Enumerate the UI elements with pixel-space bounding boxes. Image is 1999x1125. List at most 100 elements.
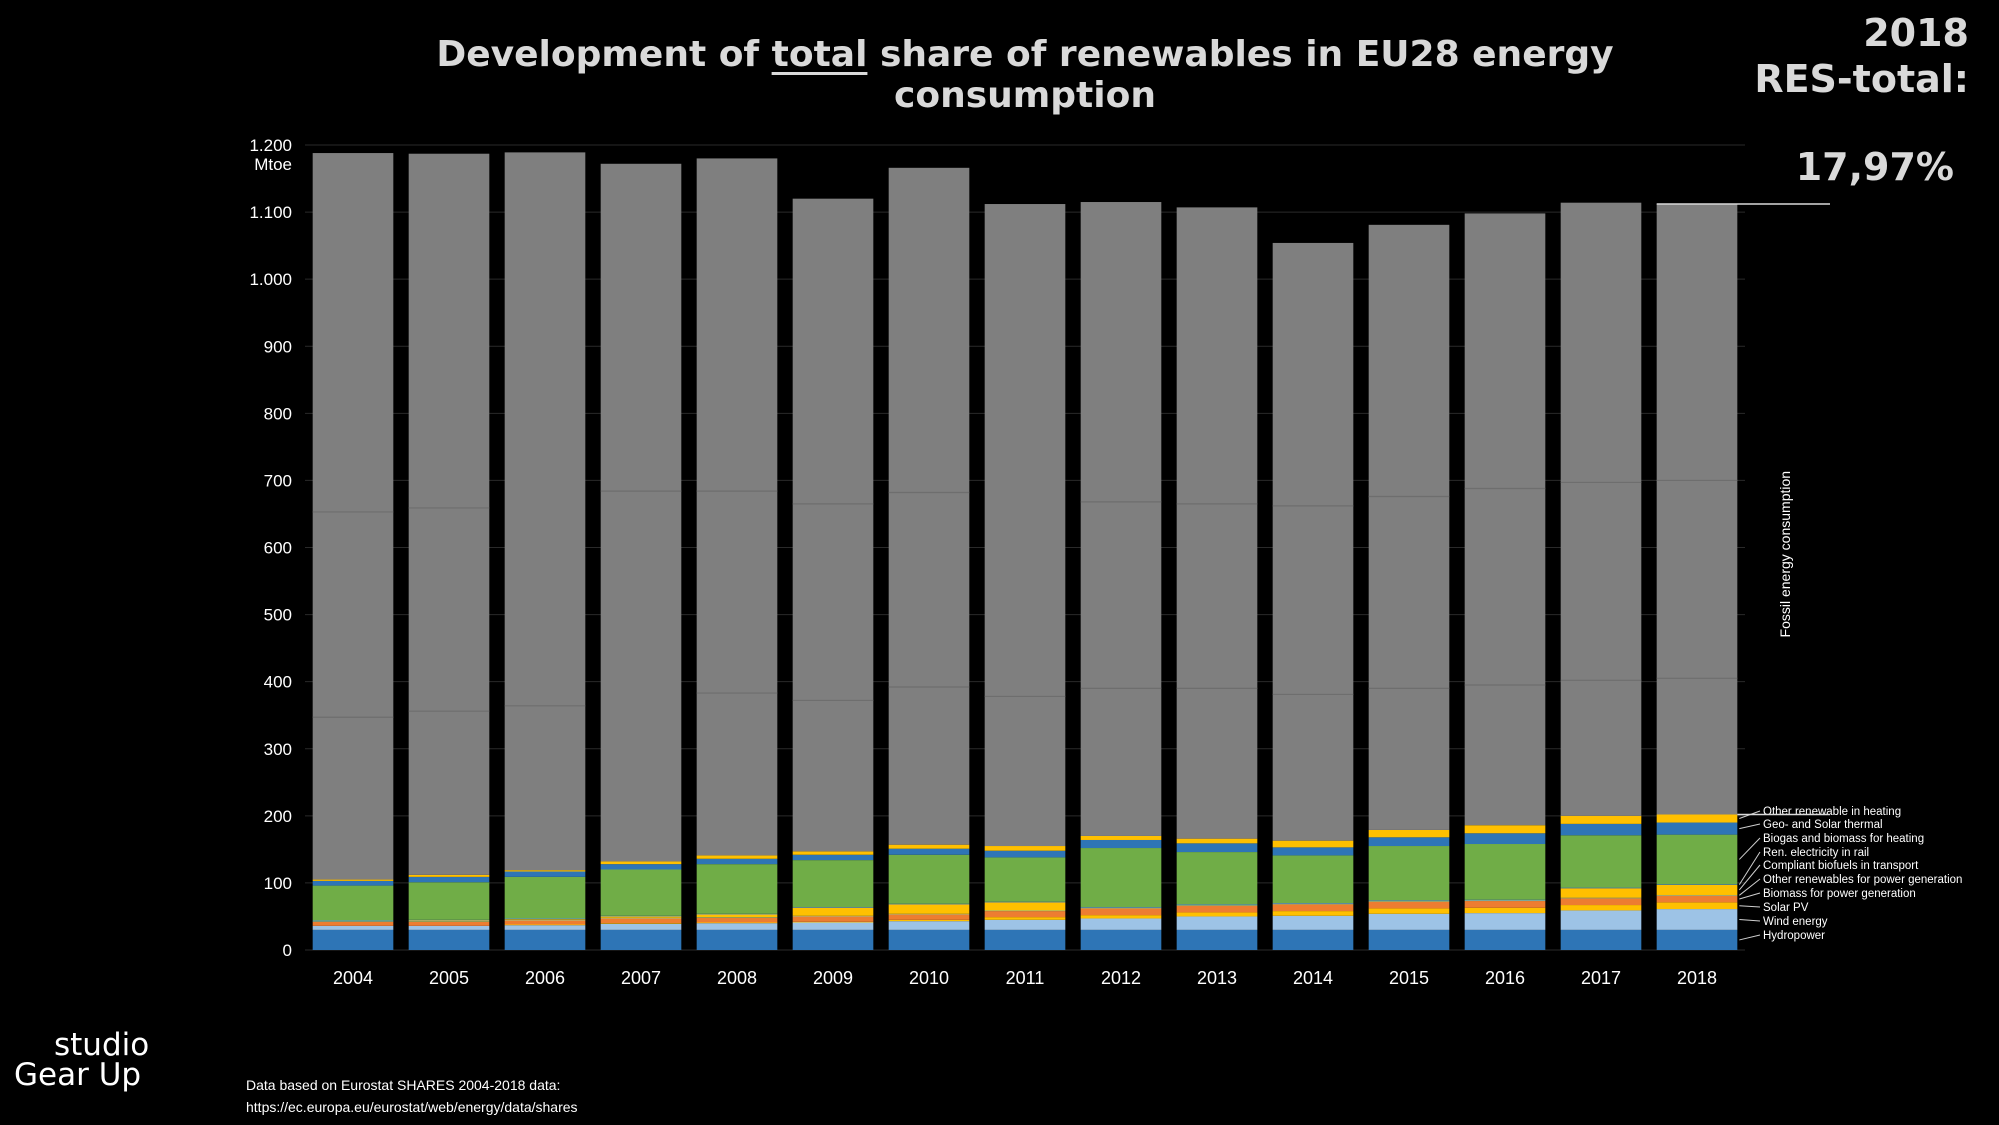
bar-segment — [1272, 242, 1354, 841]
bar-segment — [1176, 929, 1258, 950]
bar-segment — [888, 854, 970, 904]
bar-segment — [696, 855, 778, 859]
bar-segment — [1080, 915, 1162, 919]
bar-segment — [1272, 847, 1354, 856]
bar-segment — [1176, 905, 1258, 906]
bar-segment — [1368, 913, 1450, 930]
y-tick-label: 200 — [264, 807, 292, 826]
y-tick-label: 600 — [264, 539, 292, 558]
bar-segment — [600, 163, 682, 862]
y-tick-label: 1.000 — [249, 270, 292, 289]
bar-segment — [792, 851, 874, 855]
legend-leader-line — [1738, 864, 1761, 891]
bar-segment — [1272, 903, 1354, 905]
y-tick-label: 0 — [283, 941, 292, 960]
bar-segment — [792, 860, 874, 908]
y-tick-label: 900 — [264, 337, 292, 356]
y-axis: 0 100 200 300 400 500 600 700 800 900 1.000 1.100 1.… — [249, 136, 292, 960]
legend-leader-line — [1738, 851, 1761, 885]
bar-segment — [1560, 910, 1642, 930]
bar-segment — [600, 869, 682, 916]
legend-label: Biogas and biomass for heating — [1763, 833, 1924, 845]
bar-segment — [984, 846, 1066, 851]
bar-segment — [1464, 833, 1546, 845]
bar-segment — [1464, 913, 1546, 930]
bar-segment — [888, 919, 970, 922]
bar-segment — [1656, 894, 1738, 896]
brand-line1: studio — [54, 1027, 150, 1063]
legend-label: Hydropower — [1763, 930, 1825, 942]
bar-segment — [312, 921, 394, 926]
bar-segment — [696, 858, 778, 865]
bar-segment — [792, 929, 874, 950]
bar-segment — [1656, 884, 1738, 885]
bar-segment — [888, 921, 970, 930]
res-total-heading: 2018 RES-total: — [1754, 10, 1969, 102]
bar-segment — [312, 929, 394, 950]
bar-segment — [1272, 911, 1354, 916]
bar-segment — [1176, 904, 1258, 906]
bar-segment — [600, 915, 682, 917]
bar-segment — [696, 917, 778, 923]
y-tick-label: 700 — [264, 471, 292, 490]
bar-segment — [312, 885, 394, 921]
bar-segment — [696, 929, 778, 950]
bar-segment — [504, 919, 586, 920]
bar-segment — [792, 922, 874, 930]
bar-segment — [1560, 202, 1642, 816]
bar-segment — [696, 158, 778, 856]
bar-segment — [1272, 840, 1354, 848]
bar-segment — [888, 167, 970, 845]
bar-segment — [1368, 929, 1450, 950]
bar-segment — [1464, 825, 1546, 834]
legend-label: Solar PV — [1763, 902, 1809, 914]
legend-label: Other renewable in heating — [1763, 806, 1901, 818]
bar-segment — [1560, 888, 1642, 898]
bar-segment — [1464, 929, 1546, 950]
bar-segment — [984, 911, 1066, 918]
bar-segment — [984, 901, 1066, 903]
x-tick-label: 2007 — [621, 968, 661, 988]
legend-leader-line — [1739, 905, 1761, 908]
bar-segment — [888, 914, 970, 920]
bar-segment — [504, 152, 586, 871]
bar-segment — [1368, 837, 1450, 847]
bar-segment — [1368, 901, 1450, 902]
x-tick-label: 2012 — [1101, 968, 1141, 988]
legend-label: Wind energy — [1763, 916, 1828, 928]
legend-leader-line — [1739, 823, 1761, 830]
bar-segment — [1080, 835, 1162, 840]
bar-segment — [504, 920, 586, 925]
legend-leader-line — [1738, 837, 1761, 860]
bar-segment — [600, 923, 682, 930]
bar-segment — [1176, 843, 1258, 853]
y-tick-label: 100 — [264, 874, 292, 893]
bar-segment — [984, 917, 1066, 920]
bar-segment — [504, 929, 586, 950]
bar-segment — [1176, 905, 1258, 913]
legend-leader-line — [1739, 934, 1761, 941]
bar-segment — [1464, 907, 1546, 914]
bar-segment — [792, 916, 874, 922]
bar-segment — [888, 929, 970, 950]
bar-segment — [1464, 213, 1546, 826]
bar-segment — [984, 910, 1066, 912]
bar-segment — [408, 882, 490, 920]
legend: Hydropower Wind energy Solar PV Biomass for… — [1656, 203, 1962, 942]
bar-segment — [1176, 852, 1258, 905]
res-total-year: 2018 — [1863, 11, 1969, 55]
bar-segment — [600, 918, 682, 924]
res-total-value: 17,97% — [1795, 145, 1954, 189]
x-tick-label: 2013 — [1197, 968, 1237, 988]
bar-segment — [792, 198, 874, 852]
res-total-label: RES-total: — [1754, 57, 1969, 101]
x-tick-label: 2008 — [717, 968, 757, 988]
x-tick-label: 2017 — [1581, 968, 1621, 988]
bar-segment — [984, 850, 1066, 858]
bar-segment — [1080, 202, 1162, 836]
bar-segment — [696, 914, 778, 918]
bar-segment — [1656, 204, 1738, 815]
bar-segment — [1272, 903, 1354, 904]
bar-segment — [504, 925, 586, 930]
